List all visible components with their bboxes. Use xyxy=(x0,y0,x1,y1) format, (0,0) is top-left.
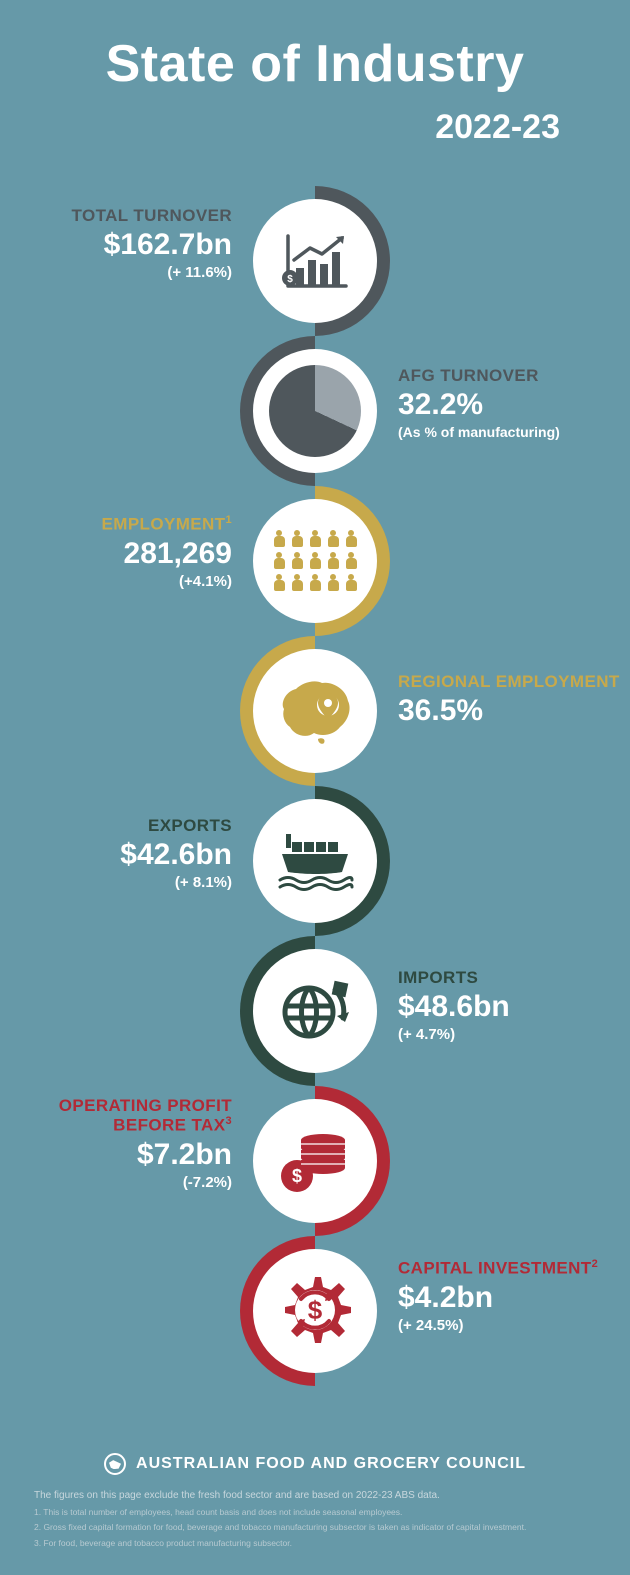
metric-value: $42.6bn xyxy=(2,838,232,872)
metric-delta: (+ 4.7%) xyxy=(398,1026,628,1043)
metric-text: CAPITAL INVESTMENT2 $4.2bn (+ 24.5%) xyxy=(398,1258,628,1334)
pie-icon xyxy=(269,365,361,457)
brand-text: AUSTRALIAN FOOD AND GROCERY COUNCIL xyxy=(136,1455,526,1473)
svg-text:$: $ xyxy=(308,1295,323,1325)
metric-label: REGIONAL EMPLOYMENT xyxy=(398,672,628,691)
metric-label: OPERATING PROFIT BEFORE TAX3 xyxy=(2,1096,232,1135)
metric-delta: (As % of manufacturing) xyxy=(398,424,628,440)
metric-label: AFG TURNOVER xyxy=(398,366,628,385)
metric-row: AFG TURNOVER 32.2% (As % of manufacturin… xyxy=(0,336,630,486)
metric-text: EMPLOYMENT1 281,269 (+4.1%) xyxy=(2,514,232,590)
metric-label: EXPORTS xyxy=(2,816,232,835)
metric-delta: (+4.1%) xyxy=(2,573,232,590)
footer: AUSTRALIAN FOOD AND GROCERY COUNCIL The … xyxy=(0,1453,630,1575)
metric-disc xyxy=(253,949,377,1073)
ship-icon xyxy=(272,828,358,894)
metric-row: IMPORTS $48.6bn (+ 4.7%) xyxy=(0,936,630,1086)
metrics-chain: $ TOTAL TURNOVER $162.7bn (+ 11.6%) AFG … xyxy=(0,186,630,1386)
metric-row: EXPORTS $42.6bn (+ 8.1%) xyxy=(0,786,630,936)
metric-label: EMPLOYMENT1 xyxy=(2,514,232,534)
metric-delta: (+ 8.1%) xyxy=(2,874,232,891)
metric-delta: (-7.2%) xyxy=(2,1174,232,1191)
footnote: 1. This is total number of employees, he… xyxy=(34,1507,596,1518)
svg-text:$: $ xyxy=(287,274,293,285)
metric-row: REGIONAL EMPLOYMENT 36.5% xyxy=(0,636,630,786)
metric-value: 281,269 xyxy=(2,537,232,571)
metric-delta: (+ 24.5%) xyxy=(398,1317,628,1334)
metric-value: $162.7bn xyxy=(2,228,232,262)
metric-disc: $ xyxy=(253,1249,377,1373)
coins-icon: $ xyxy=(277,1126,353,1196)
australia-icon xyxy=(272,673,358,749)
metric-delta: (+ 11.6%) xyxy=(2,264,232,281)
brand-logo-icon xyxy=(104,1453,126,1475)
metric-disc xyxy=(253,349,377,473)
page-title: State of Industry xyxy=(0,0,630,94)
brand: AUSTRALIAN FOOD AND GROCERY COUNCIL xyxy=(34,1453,596,1475)
globe-icon xyxy=(273,972,357,1050)
footnote: 2. Gross fixed capital formation for foo… xyxy=(34,1522,596,1533)
chart-icon: $ xyxy=(278,230,352,292)
svg-text:$: $ xyxy=(292,1166,302,1186)
metric-value: 36.5% xyxy=(398,694,628,728)
metric-text: TOTAL TURNOVER $162.7bn (+ 11.6%) xyxy=(2,206,232,281)
metric-text: OPERATING PROFIT BEFORE TAX3 $7.2bn (-7.… xyxy=(2,1096,232,1191)
page-year: 2022-23 xyxy=(0,94,630,147)
metric-text: AFG TURNOVER 32.2% (As % of manufacturin… xyxy=(398,366,628,440)
metric-disc xyxy=(253,799,377,923)
metric-label: IMPORTS xyxy=(398,968,628,987)
metric-disc xyxy=(253,499,377,623)
metric-value: 32.2% xyxy=(398,388,628,422)
metric-value: $4.2bn xyxy=(398,1281,628,1315)
metric-row: $ OPERATING PROFIT BEFORE TAX3 $7.2bn (-… xyxy=(0,1086,630,1236)
metric-text: EXPORTS $42.6bn (+ 8.1%) xyxy=(2,816,232,891)
metric-row: $ TOTAL TURNOVER $162.7bn (+ 11.6%) xyxy=(0,186,630,336)
metric-value: $7.2bn xyxy=(2,1138,232,1172)
metric-text: REGIONAL EMPLOYMENT 36.5% xyxy=(398,672,628,728)
metric-text: IMPORTS $48.6bn (+ 4.7%) xyxy=(398,968,628,1043)
people-icon xyxy=(273,530,358,592)
metric-label: CAPITAL INVESTMENT2 xyxy=(398,1258,628,1278)
metric-label: TOTAL TURNOVER xyxy=(2,206,232,225)
metric-disc: $ xyxy=(253,199,377,323)
metric-row: $ CAPITAL INVESTMENT2 $4.2bn (+ 24.5%) xyxy=(0,1236,630,1386)
metric-disc xyxy=(253,649,377,773)
metric-row: EMPLOYMENT1 281,269 (+4.1%) xyxy=(0,486,630,636)
footnote: 3. For food, beverage and tobacco produc… xyxy=(34,1538,596,1549)
footer-note: The figures on this page exclude the fre… xyxy=(34,1489,596,1503)
metric-value: $48.6bn xyxy=(398,990,628,1024)
gear-icon: $ xyxy=(273,1269,357,1353)
metric-disc: $ xyxy=(253,1099,377,1223)
